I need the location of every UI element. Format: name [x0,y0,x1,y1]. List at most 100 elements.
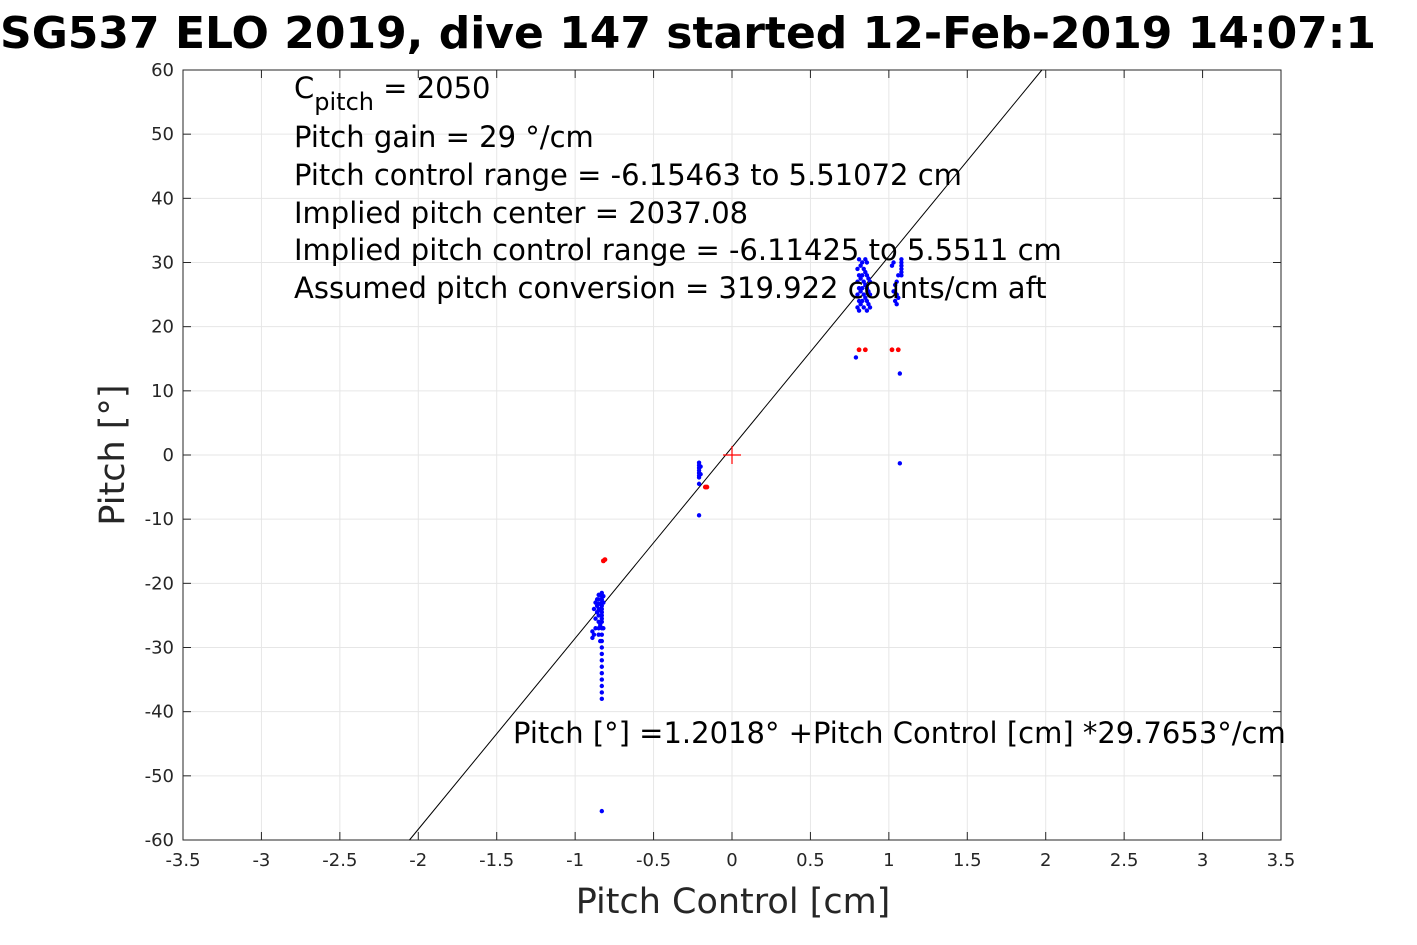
annotation-implied-control-range: Implied pitch control range = -6.11425 t… [294,233,1062,267]
x-tick-label: 2.5 [1110,850,1139,871]
x-tick-label: -1.5 [479,850,514,871]
blue-data-point [696,481,702,487]
chart-title: SG537 ELO 2019, dive 147 started 12-Feb-… [0,8,1376,59]
blue-data-point [899,257,904,262]
red-series [600,347,901,564]
y-tick-label: -40 [145,702,174,723]
blue-data-point [593,626,598,631]
blue-data-point [891,289,896,294]
x-tick-label: 2 [1040,850,1051,871]
blue-data-point [698,464,703,469]
x-tick-label: -2 [409,850,427,871]
c-pitch-subscript: pitch [314,88,374,116]
blue-data-point [599,683,605,689]
x-axis-label: Pitch Control [cm] [576,882,891,922]
blue-data-point [864,260,870,265]
grid [182,69,1282,841]
blue-data-point [601,626,606,631]
blue-data-point [593,600,598,605]
blue-data-point [859,260,865,265]
blue-data-point [899,263,904,268]
y-tick-label: 0 [163,445,174,466]
blue-data-point [896,273,901,278]
blue-data-point [598,638,603,644]
y-tick-label: 10 [151,381,174,402]
blue-data-point [598,622,603,628]
blue-data-point [599,677,605,682]
y-ticks: -60 -50 -40 -30 -20 -10 0 10 20 30 40 50 60 [145,60,1281,851]
blue-data-point [599,616,605,621]
c-pitch-annotation: Cpitch = 2050 [294,71,491,116]
blue-data-point [867,305,873,310]
y-tick-label: 20 [151,317,174,338]
blue-data-point [596,632,601,637]
y-tick-label: -50 [145,766,174,787]
y-tick-label: -60 [145,830,174,851]
blue-data-point [899,260,904,265]
x-tick-label: -3 [252,850,270,871]
fit-equation-label: Pitch [°] =1.2018° +Pitch Control [cm] *… [513,716,1286,750]
blue-series [590,257,904,814]
blue-data-point [853,355,859,360]
y-tick-label: 50 [151,124,174,145]
annotation-pitch-control-range: Pitch control range = -6.15463 to 5.5107… [294,158,962,192]
blue-data-point [867,292,873,297]
y-tick-label: -30 [145,638,174,659]
blue-data-point [855,292,860,297]
x-tick-label: 3 [1197,850,1208,871]
annotation-pitch-gain: Pitch gain = 29 °/cm [294,120,594,154]
y-tick-label: 30 [151,253,174,274]
center-marker [723,446,741,464]
blue-data-point [899,266,904,272]
blue-data-point [599,664,605,669]
blue-data-point [859,298,865,304]
blue-data-point [599,632,605,637]
blue-data-point [590,635,595,641]
c-pitch-symbol: C [294,71,314,105]
blue-data-point [859,285,865,291]
annotations: Cpitch = 2050 Pitch gain = 29 °/cm Pitch… [294,71,1286,750]
annotation-pitch-conversion: Assumed pitch conversion = 319.922 count… [294,271,1047,305]
red-data-point [856,347,862,353]
y-tick-label: -10 [145,509,174,530]
x-tick-label: -3.5 [165,850,200,871]
blue-data-point [867,279,873,284]
y-tick-label: 60 [151,60,174,81]
blue-data-point [861,305,866,310]
x-tick-label: 0.5 [796,850,825,871]
blue-data-point [601,600,606,605]
blue-data-point [601,593,606,599]
red-data-point [895,347,901,353]
x-ticks: -3.5 -3 -2.5 -2 -1.5 -1 -0.5 0 0.5 1 1.5 2 2.5 3 3.5 [165,70,1295,871]
red-data-point [862,347,868,353]
blue-data-point [593,616,598,621]
blue-data-point [598,608,603,613]
blue-data-point [591,606,597,612]
blue-data-point [894,302,899,307]
blue-data-point [855,266,860,272]
blue-data-point [856,257,862,262]
blue-data-point [696,513,702,518]
y-tick-label: 40 [151,188,174,209]
blue-data-point [590,629,595,634]
blue-data-point [599,645,605,650]
x-tick-label: 0 [726,850,737,871]
blue-data-point [897,371,903,376]
blue-data-point [891,260,896,265]
blue-data-point [599,696,605,702]
blue-data-point [596,592,601,598]
x-tick-label: -2.5 [322,850,357,871]
x-tick-label: 1.5 [953,850,982,871]
blue-data-point [698,472,703,477]
y-tick-label: -20 [145,573,174,594]
blue-data-point [899,269,904,275]
x-tick-label: -0.5 [636,850,671,871]
blue-data-point [896,295,901,300]
y-axis-label: Pitch [°] [93,384,133,525]
blue-data-point [599,658,605,663]
blue-data-point [855,279,860,284]
red-data-point [602,557,608,562]
x-tick-label: 3.5 [1267,850,1296,871]
